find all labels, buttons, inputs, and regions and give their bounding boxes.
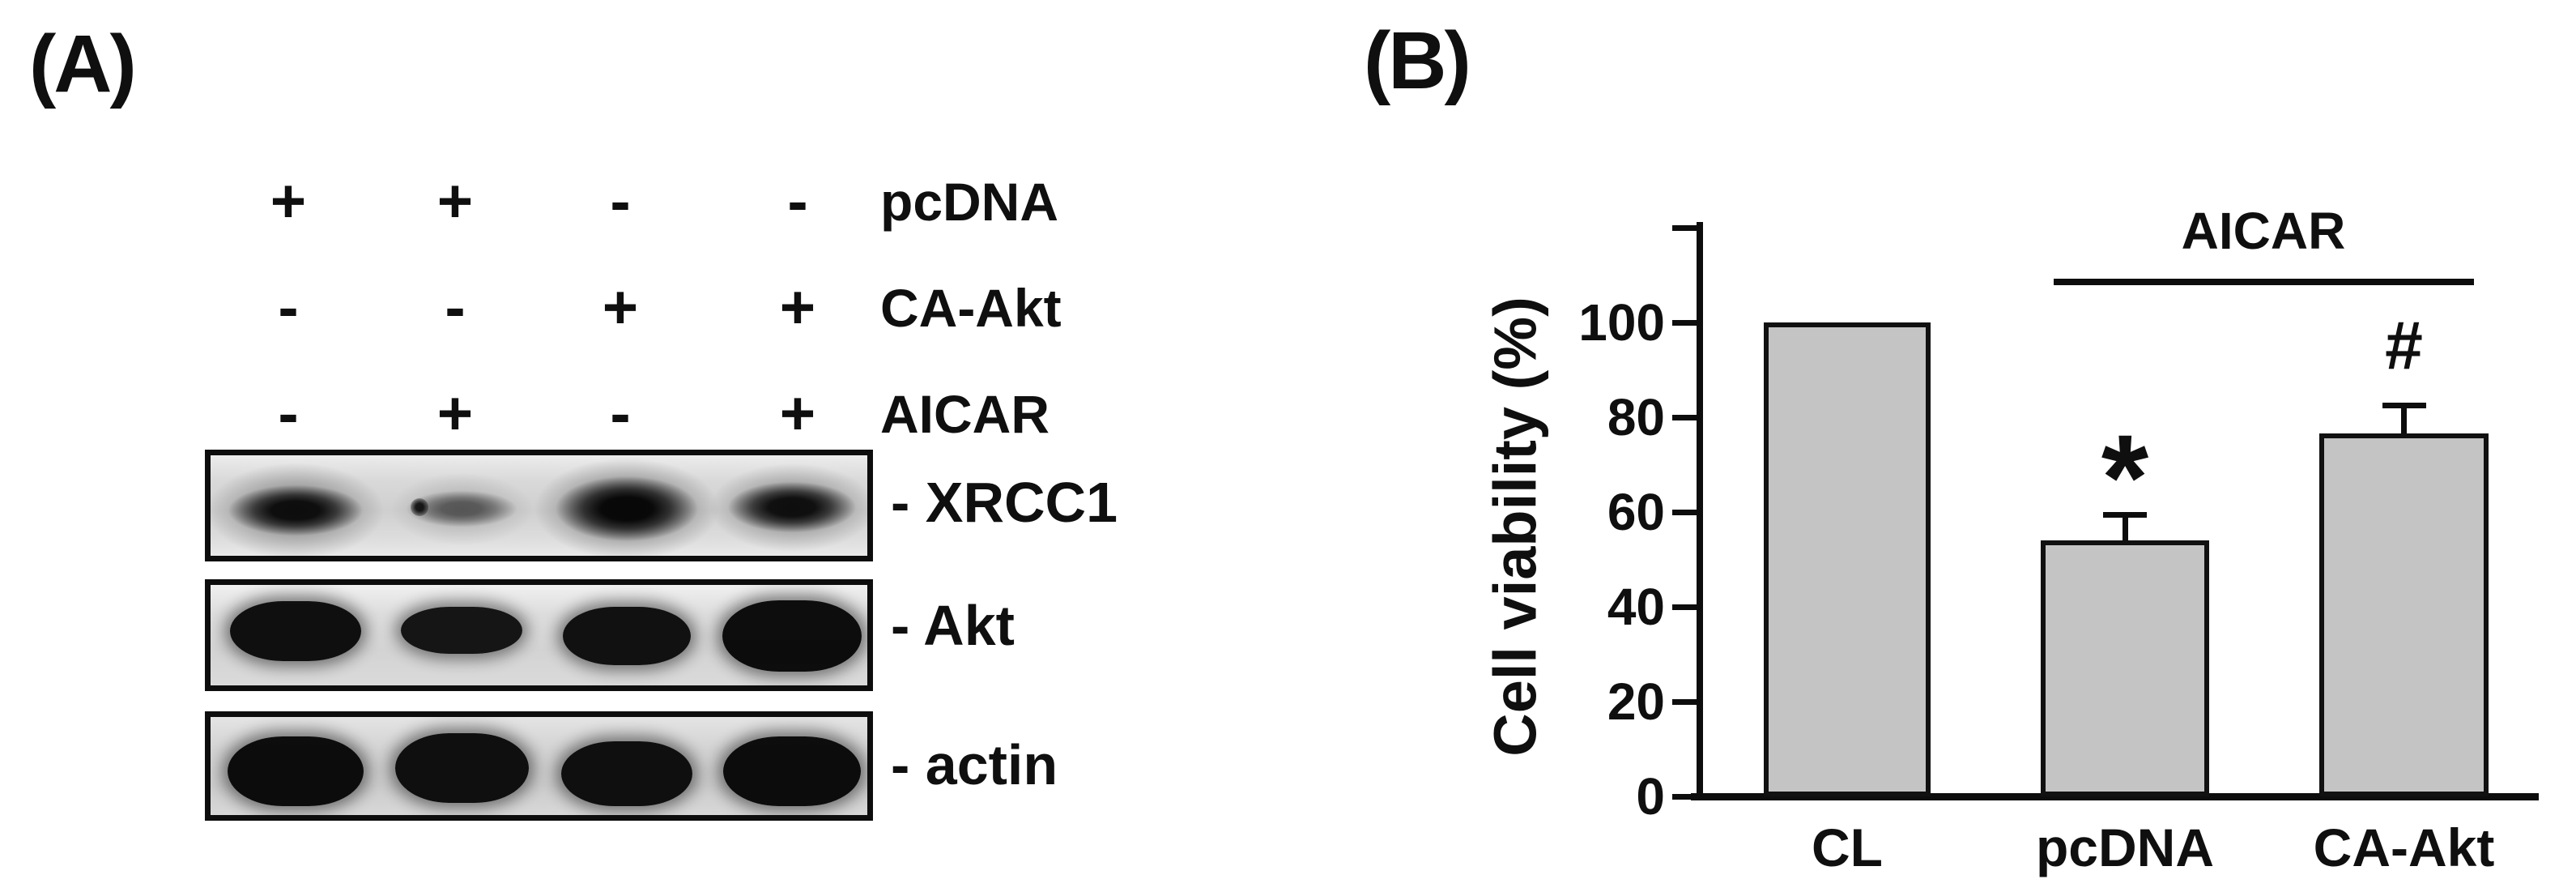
significance-asterisk-pcdna: * [2101, 409, 2149, 545]
condition-sign-pcdna-lane3: - [610, 167, 631, 236]
y-tick-60 [1672, 509, 1700, 515]
y-tick-80 [1672, 414, 1700, 420]
condition-sign-pcdna-lane4: - [787, 167, 808, 236]
band-lane3 [563, 607, 691, 665]
xrcc1-bands [211, 455, 867, 556]
error-bar-stem-ca-akt [2401, 408, 2407, 434]
bar-cl [1764, 322, 1931, 796]
band-lane2 [394, 733, 529, 803]
blot-label-akt: - Akt [891, 594, 1015, 657]
y-tick-100 [1672, 319, 1700, 326]
y-tick-40 [1672, 604, 1700, 610]
condition-row-label-ca-akt: CA-Akt [880, 278, 1062, 338]
condition-sign-aicar-lane3: - [610, 379, 631, 448]
band-lane3 [554, 476, 700, 542]
western-blot-akt [205, 579, 873, 691]
western-blot-xrcc1 [205, 450, 873, 561]
y-tick-0 [1672, 793, 1700, 800]
bar-pcdna [2041, 540, 2209, 796]
aicar-group-line [2054, 279, 2474, 285]
band-lane1 [230, 601, 361, 661]
error-bar-cap-pcdna [2103, 511, 2147, 518]
y-tick-label-60: 60 [1607, 483, 1665, 541]
condition-sign-ca-akt-lane1: - [278, 273, 299, 342]
y-tick-label-40: 40 [1607, 578, 1665, 636]
condition-sign-ca-akt-lane4: + [779, 273, 816, 342]
significance-hash-ca-akt: # [2385, 307, 2423, 383]
condition-sign-aicar-lane4: + [779, 379, 816, 448]
band-lane3 [561, 741, 692, 806]
y-tick-label-80: 80 [1607, 388, 1665, 446]
x-category-label-ca-akt: CA-Akt [2313, 817, 2495, 877]
condition-row-label-pcdna: pcDNA [880, 172, 1059, 232]
blot-label-actin: - actin [891, 733, 1058, 796]
panel-a-label: (A) [29, 19, 137, 109]
bar-ca-akt [2319, 433, 2489, 796]
y-tick-20 [1672, 698, 1700, 705]
band-lane4 [726, 481, 858, 533]
y-tick-label-100: 100 [1578, 293, 1665, 352]
condition-sign-ca-akt-lane3: + [602, 273, 639, 342]
condition-sign-pcdna-lane2: + [436, 167, 474, 236]
band-lane2 [401, 607, 522, 654]
panel-b-label: (B) [1364, 15, 1471, 106]
band-lane4 [722, 600, 862, 672]
x-category-label-pcdna: pcDNA [2035, 817, 2215, 877]
y-tick-label-0: 0 [1636, 767, 1665, 826]
band-lane4 [723, 736, 861, 806]
western-blot-actin [205, 711, 873, 821]
actin-bands [211, 717, 867, 815]
error-bar-stem-pcdna [2122, 516, 2128, 541]
band-dark-spot-lane2 [411, 498, 428, 516]
y-axis-line [1697, 222, 1703, 800]
band-lane1 [227, 484, 364, 536]
y-tick-label-20: 20 [1607, 672, 1665, 731]
condition-sign-aicar-lane2: + [436, 379, 474, 448]
aicar-group-label: AICAR [2181, 202, 2346, 260]
x-axis-line [1691, 793, 2539, 800]
condition-sign-pcdna-lane1: + [270, 167, 307, 236]
y-tick-120 [1672, 224, 1700, 231]
condition-row-label-aicar: AICAR [880, 384, 1050, 444]
condition-sign-aicar-lane1: - [278, 379, 299, 448]
x-category-label-cl: CL [1812, 817, 1883, 877]
band-lane1 [228, 736, 364, 806]
akt-bands [211, 585, 867, 685]
blot-label-xrcc1: - XRCC1 [891, 471, 1118, 534]
condition-sign-ca-akt-lane2: - [445, 273, 466, 342]
error-bar-cap-ca-akt [2382, 403, 2426, 409]
